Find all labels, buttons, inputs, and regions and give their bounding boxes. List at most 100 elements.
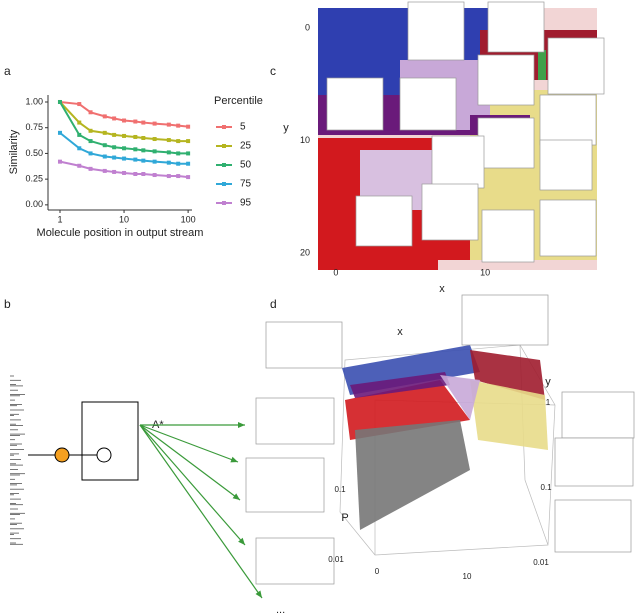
x-tick-label: 1	[57, 214, 62, 224]
molecule-thumbnail	[355, 195, 413, 247]
legend-label: 50	[240, 160, 252, 171]
point	[152, 149, 157, 154]
y-axis-label: Similarity	[8, 129, 20, 174]
point	[166, 174, 171, 179]
point	[152, 137, 157, 142]
legend-label: 5	[240, 122, 246, 133]
point	[102, 114, 107, 119]
arrowhead	[255, 590, 262, 598]
axis-label: y	[545, 376, 551, 388]
point	[88, 151, 93, 156]
arrowhead	[238, 537, 245, 545]
molecule-thumbnail	[554, 437, 634, 487]
panel-label: c	[270, 64, 276, 78]
y-tick-label: 0.00	[25, 199, 43, 209]
molecule-thumbnail	[561, 391, 635, 439]
point	[102, 154, 107, 159]
molecule-thumbnail	[481, 209, 535, 263]
point	[176, 174, 181, 179]
point	[166, 122, 171, 127]
point	[112, 145, 117, 150]
y-tick-label: 1.00	[25, 96, 43, 106]
point	[112, 116, 117, 121]
legend-swatch	[222, 144, 226, 148]
point	[77, 102, 82, 107]
point	[112, 132, 117, 137]
point	[141, 171, 146, 176]
molecule-thumbnail	[399, 77, 457, 131]
point	[176, 123, 181, 128]
point	[166, 150, 171, 155]
point	[141, 135, 146, 140]
point	[102, 143, 107, 148]
point	[141, 148, 146, 153]
arrow	[139, 424, 246, 546]
molecule-thumbnail	[265, 321, 343, 369]
point	[122, 156, 127, 161]
surface	[350, 372, 450, 398]
molecule-thumbnail	[255, 397, 335, 445]
point	[88, 139, 93, 144]
surface	[440, 375, 480, 420]
diagram	[28, 401, 139, 481]
point	[102, 130, 107, 135]
point	[186, 139, 191, 144]
point	[122, 170, 127, 175]
node	[96, 447, 112, 463]
legend-label: 95	[240, 198, 252, 209]
point	[57, 130, 62, 135]
point	[102, 168, 107, 173]
point	[112, 155, 117, 160]
point	[122, 133, 127, 138]
legend-swatch	[222, 201, 226, 205]
arrowhead	[238, 422, 245, 428]
molecule-thumbnail	[477, 54, 535, 106]
molecule-thumbnail	[487, 1, 545, 53]
y-tick-label: 0.25	[25, 174, 43, 184]
molecule-thumbnail	[421, 183, 479, 241]
x-tick-label: 10	[119, 214, 129, 224]
point	[166, 138, 171, 143]
x-axis-label: x	[439, 283, 445, 295]
point	[133, 134, 138, 139]
point	[88, 128, 93, 133]
point	[88, 166, 93, 171]
point	[133, 171, 138, 176]
series-line	[59, 101, 189, 155]
tick-label: 0.01	[533, 558, 549, 567]
surface	[355, 420, 470, 530]
x-axis-label: Molecule position in output stream	[37, 227, 204, 239]
molecule-thumbnail	[255, 537, 335, 585]
legend-title: Percentile	[214, 95, 263, 107]
point	[186, 151, 191, 156]
molecule-thumbnail	[431, 135, 485, 189]
point	[77, 132, 82, 137]
x-tick-label: 10	[480, 267, 490, 277]
plot-box	[339, 344, 556, 556]
molecule-thumbnail	[547, 37, 605, 95]
surface	[470, 380, 548, 450]
point	[166, 160, 171, 165]
arrowhead	[232, 493, 240, 500]
point	[57, 99, 62, 104]
arrow	[139, 424, 239, 463]
point	[77, 146, 82, 151]
molecule-thumbnail	[407, 1, 465, 61]
axis-label: P	[341, 512, 348, 524]
legend-swatch	[222, 182, 226, 186]
y-tick-label: 0.50	[25, 148, 43, 158]
legend-label: 75	[240, 179, 252, 190]
point	[88, 110, 93, 115]
tick-label: 0.1	[334, 485, 346, 494]
point	[186, 124, 191, 129]
tick-label: 0	[375, 567, 380, 576]
panel-label: b	[4, 297, 11, 311]
panel-label: d	[270, 297, 277, 311]
point	[176, 139, 181, 144]
x-tick-label: 0	[333, 267, 338, 277]
arrow	[139, 424, 241, 501]
legend-swatch	[222, 125, 226, 129]
tick-label: 0.1	[540, 483, 552, 492]
molecule-thumbnail	[461, 294, 549, 346]
node-box	[81, 401, 139, 481]
